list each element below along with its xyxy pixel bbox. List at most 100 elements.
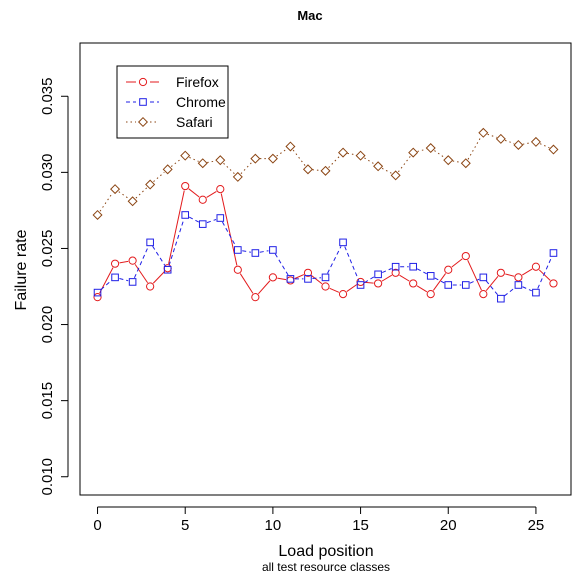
safari-segment: [99, 192, 113, 212]
chrome-point: [479, 273, 488, 282]
firefox-segment: [381, 274, 393, 282]
series-chrome: [93, 211, 558, 303]
chrome-point: [444, 281, 453, 289]
firefox-point: [549, 279, 558, 288]
firefox-point: [128, 256, 137, 265]
safari-segment: [434, 150, 445, 159]
firefox-segment: [505, 273, 515, 277]
safari-segment: [170, 157, 182, 167]
chrome-segment: [133, 246, 149, 279]
chrome-segment: [188, 216, 199, 223]
chrome-point: [146, 238, 154, 247]
plot-frame: [79, 42, 572, 496]
chrome-segment: [522, 286, 532, 292]
safari-segment: [347, 152, 357, 156]
safari-point: [267, 153, 278, 164]
firefox-point: [233, 265, 242, 274]
firefox-segment: [538, 269, 551, 281]
firefox-segment: [168, 190, 185, 264]
safari-point: [320, 165, 331, 176]
firefox-point: [391, 268, 400, 277]
safari-point: [495, 133, 506, 144]
safari-segment: [417, 148, 427, 152]
chrome-point: [549, 249, 558, 257]
firefox-point: [303, 268, 313, 277]
firefox-segment: [239, 273, 254, 294]
firefox-point: [374, 279, 383, 288]
chrome-segment: [312, 277, 322, 280]
y-tick-label: 0.020: [39, 306, 56, 344]
chrome-point: [321, 273, 330, 282]
firefox-segment: [277, 277, 287, 281]
chrome-point: [356, 281, 365, 289]
safari-point: [513, 139, 524, 150]
firefox-segment: [521, 268, 533, 276]
legend-label-firefox: Firefox: [176, 74, 219, 90]
safari-segment: [452, 160, 462, 163]
series-layer: [92, 127, 559, 303]
chrome-segment: [119, 278, 129, 282]
chrome-segment: [327, 246, 342, 274]
safari-segment: [240, 161, 253, 175]
firefox-point: [286, 276, 295, 285]
chrome-segment: [344, 246, 360, 282]
chrome-point: [128, 278, 137, 286]
safari-segment: [328, 155, 341, 168]
firefox-point: [409, 279, 418, 288]
firefox-point: [321, 282, 330, 291]
chrome-point: [339, 238, 347, 247]
y-tick-label: 0.035: [39, 77, 56, 115]
y-axis-label: Failure rate: [13, 229, 30, 310]
safari-segment: [312, 169, 322, 171]
safari-point: [250, 153, 261, 164]
chart-title: Mac: [297, 8, 322, 23]
firefox-point: [444, 265, 453, 274]
firefox-point: [251, 293, 260, 302]
safari-point: [390, 170, 401, 181]
chrome-segment: [206, 219, 217, 224]
safari-point: [530, 136, 541, 147]
safari-point: [408, 147, 419, 158]
safari-point: [338, 147, 349, 158]
firefox-point: [181, 181, 190, 191]
firefox-segment: [220, 193, 238, 266]
firefox-segment: [451, 258, 463, 268]
safari-point: [232, 171, 243, 182]
firefox-segment: [119, 260, 129, 264]
safari-point: [92, 209, 103, 220]
chrome-segment: [152, 245, 166, 267]
safari-segment: [276, 148, 288, 157]
firefox-segment: [467, 259, 482, 291]
safari-segment: [223, 162, 235, 175]
safari-point: [197, 158, 208, 169]
safari-point: [215, 155, 226, 166]
safari-segment: [207, 160, 216, 163]
firefox-point: [268, 273, 277, 282]
firefox-segment: [134, 264, 149, 284]
chrome-segment: [416, 268, 427, 275]
x-tick-label: 20: [440, 517, 457, 534]
legend: Firefox Chrome Safari: [116, 65, 229, 139]
chrome-segment: [364, 276, 375, 284]
x-tick-label: 25: [528, 517, 545, 534]
chrome-point: [251, 249, 260, 257]
safari-segment: [381, 167, 392, 174]
firefox-point: [426, 290, 435, 299]
safari-segment: [522, 142, 532, 145]
firefox-point: [496, 268, 505, 277]
safari-segment: [118, 191, 130, 200]
axes: 0 5 10 15 20 25 0.010 0.015 0.020 0.025 0.030 0.035: [39, 77, 544, 534]
firefox-segment: [188, 188, 200, 198]
legend-marker-chrome: [139, 98, 147, 106]
chrome-segment: [274, 253, 289, 276]
safari-point: [478, 127, 489, 138]
safari-segment: [292, 149, 306, 167]
firefox-point: [461, 251, 470, 261]
chrome-segment: [222, 221, 237, 247]
chrome-segment: [100, 279, 113, 291]
firefox-segment: [346, 284, 358, 292]
safari-point: [373, 161, 384, 172]
firefox-point: [479, 290, 488, 299]
chrome-point: [514, 281, 523, 289]
firefox-point: [110, 259, 120, 268]
